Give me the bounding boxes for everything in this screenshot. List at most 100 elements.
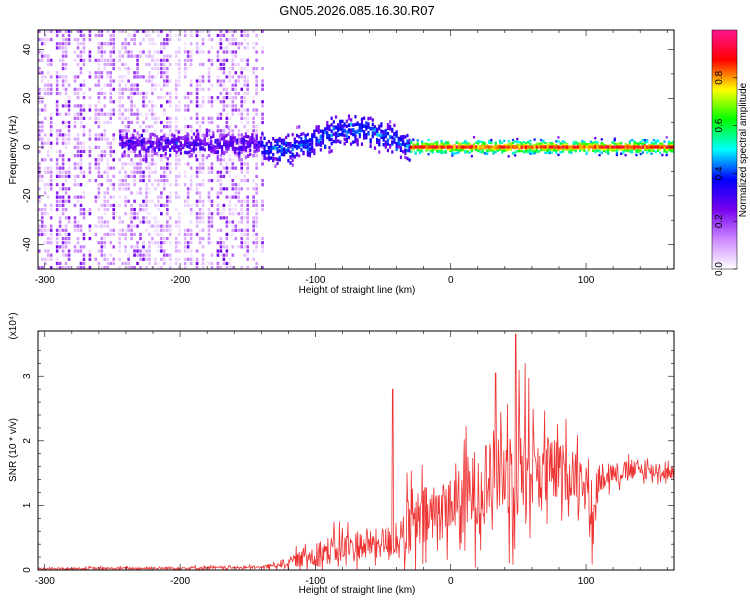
heatmap-noise-cell [163,154,166,158]
heatmap-noise-cell [139,125,142,129]
heatmap-noise-cell [61,203,65,208]
heatmap-band-cell [535,150,538,153]
heatmap-band-cell [550,142,554,145]
heatmap-band-cell [205,142,208,146]
heatmap-noise-cell [246,170,249,174]
heatmap-band-cell [334,131,338,135]
heatmap-band-cell [451,147,454,151]
heatmap-band-cell [179,143,183,147]
heatmap-noise-cell [216,174,220,178]
heatmap-noise-cell [142,216,145,220]
heatmap-band-cell [503,139,506,143]
heatmap-band-cell [171,145,174,149]
heatmap-noise-cell [127,253,130,257]
heatmap-band-cell [514,151,517,154]
heatmap-noise-cell [255,187,258,191]
heatmap-noise-cell [183,30,187,33]
heatmap-noise-cell [240,166,244,170]
heatmap-band-cell [466,141,469,145]
heatmap-noise-cell [130,96,133,100]
heatmap-noise-cell [130,87,133,91]
heatmap-noise-cell [183,116,187,120]
heatmap-noise-cell [67,166,71,170]
heatmap-noise-cell [255,266,258,269]
heatmap-noise-cell [207,166,211,170]
heatmap-noise-cell [160,178,163,183]
heatmap-band-cell [227,143,230,148]
heatmap-band-cell [244,134,247,139]
heatmap-band-cell [665,148,668,151]
heatmap-band-cell [524,142,528,145]
heatmap-noise-cell [43,30,47,33]
heatmap-band-cell [410,141,413,144]
heatmap-band-cell [216,138,219,142]
heatmap-noise-cell [243,216,247,220]
heatmap-band-cell [661,153,664,157]
heatmap-noise-cell [228,166,232,170]
heatmap-band-cell [620,141,623,145]
snr-plot-area [38,331,674,570]
heatmap-noise-cell [118,100,121,104]
heatmap-noise-cell [43,166,47,170]
heatmap-band-cell [306,139,309,143]
heatmap-noise-cell [109,54,113,58]
heatmap-band-cell [423,143,426,146]
heatmap-noise-cell [133,75,136,79]
heatmap-noise-cell [198,87,202,91]
heatmap-noise-cell [210,178,214,183]
heatmap-noise-cell [177,100,181,104]
heatmap-noise-cell [246,58,249,62]
heatmap-noise-cell [79,203,83,208]
heatmap-noise-cell [237,183,241,187]
heatmap-noise-cell [79,212,83,216]
heatmap-noise-cell [186,195,190,199]
heatmap-band-cell [308,148,312,152]
heatmap-noise-cell [64,42,68,46]
heatmap-noise-cell [103,50,107,54]
heatmap-noise-cell [216,83,220,87]
heatmap-noise-cell [246,253,249,257]
heatmap-band-cell [306,142,309,146]
heatmap-noise-cell [58,216,62,220]
heatmap-noise-cell [145,220,148,224]
heatmap-band-cell [393,123,396,128]
heatmap-noise-cell [177,216,181,220]
heatmap-noise-cell [38,207,41,212]
heatmap-noise-cell [219,79,223,83]
heatmap-noise-cell [103,133,107,137]
heatmap-noise-cell [154,75,157,79]
heatmap-band-core-cell [410,145,413,149]
heatmap-noise-cell [246,112,249,116]
heatmap-band-cell [367,117,370,121]
heatmap-band-cell [376,132,379,137]
heatmap-noise-cell [79,261,83,266]
heatmap-noise-cell [136,66,139,71]
heatmap-band-cell [356,138,359,142]
heatmap-noise-cell [216,195,220,199]
heatmap-noise-cell [225,116,229,120]
heatmap-band-cell [263,149,266,153]
heatmap-noise-cell [64,120,68,125]
heatmap-noise-cell [133,199,136,203]
heatmap-noise-cell [94,133,98,137]
heatmap-band-core-cell [494,145,497,149]
heatmap-band-cell [130,145,133,149]
heatmap-band-cell [315,142,318,146]
heatmap-noise-cell [136,154,139,158]
heatmap-noise-cell [82,42,86,46]
heatmap-noise-cell [145,174,148,178]
heatmap-noise-cell [103,120,107,125]
heatmap-noise-cell [46,58,50,62]
heatmap-noise-cell [103,104,107,108]
heatmap-band-cell [166,138,170,143]
heatmap-band-cell [319,140,322,145]
heatmap-noise-cell [79,83,83,87]
heatmap-band-cell [330,141,333,146]
heatmap-noise-cell [142,207,145,212]
heatmap-noise-cell [207,212,211,216]
heatmap-noise-cell [148,112,151,116]
heatmap-band-cell [119,142,122,147]
heatmap-band-cell [244,155,247,160]
heatmap-noise-cell [234,42,238,46]
heatmap-band-cell [420,147,424,150]
